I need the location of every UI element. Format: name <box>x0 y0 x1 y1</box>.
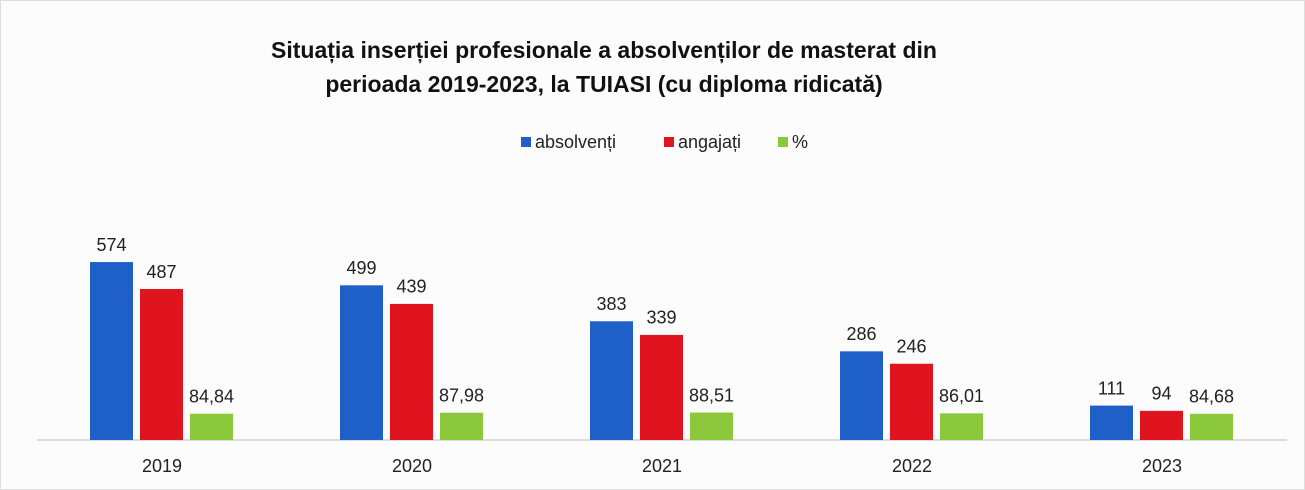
bar <box>590 321 633 440</box>
chart-title: perioada 2019-2023, la TUIASI (cu diplom… <box>325 71 882 97</box>
data-label: 499 <box>346 258 376 278</box>
bar <box>840 351 883 440</box>
bar <box>890 363 933 440</box>
bar <box>1190 413 1233 440</box>
x-tick-label: 2020 <box>392 456 432 476</box>
bar <box>340 285 383 440</box>
legend-label: % <box>792 132 808 152</box>
bar <box>440 412 483 440</box>
data-label: 111 <box>1098 378 1125 398</box>
data-label: 574 <box>96 235 126 255</box>
data-label: 383 <box>596 294 626 314</box>
bar <box>390 303 433 440</box>
bar <box>940 413 983 440</box>
data-label: 487 <box>146 262 176 282</box>
data-label: 86,01 <box>939 386 984 406</box>
x-tick-label: 2023 <box>1142 456 1182 476</box>
data-label: 339 <box>646 308 676 328</box>
data-label: 88,51 <box>689 385 734 405</box>
data-label: 94 <box>1151 384 1171 404</box>
data-label: 286 <box>846 324 876 344</box>
data-label: 84,68 <box>1189 386 1234 406</box>
data-label: 84,84 <box>189 386 234 406</box>
legend-label: angajați <box>678 132 741 152</box>
bar <box>90 262 133 440</box>
data-label: 87,98 <box>439 385 484 405</box>
data-label: 246 <box>896 336 926 356</box>
legend-label: absolvenți <box>535 132 616 152</box>
bar <box>690 412 733 440</box>
legend-swatch <box>664 137 674 147</box>
bar <box>640 334 683 440</box>
x-tick-label: 2019 <box>142 456 182 476</box>
legend-swatch <box>521 137 531 147</box>
x-tick-label: 2022 <box>892 456 932 476</box>
chart-title: Situația inserției profesionale a absolv… <box>271 37 937 64</box>
data-label: 439 <box>396 277 426 297</box>
bar <box>190 413 233 440</box>
bar <box>1090 405 1133 440</box>
bar <box>1140 410 1183 440</box>
x-tick-label: 2021 <box>642 456 682 476</box>
bar <box>140 289 183 440</box>
legend-swatch <box>778 137 788 147</box>
